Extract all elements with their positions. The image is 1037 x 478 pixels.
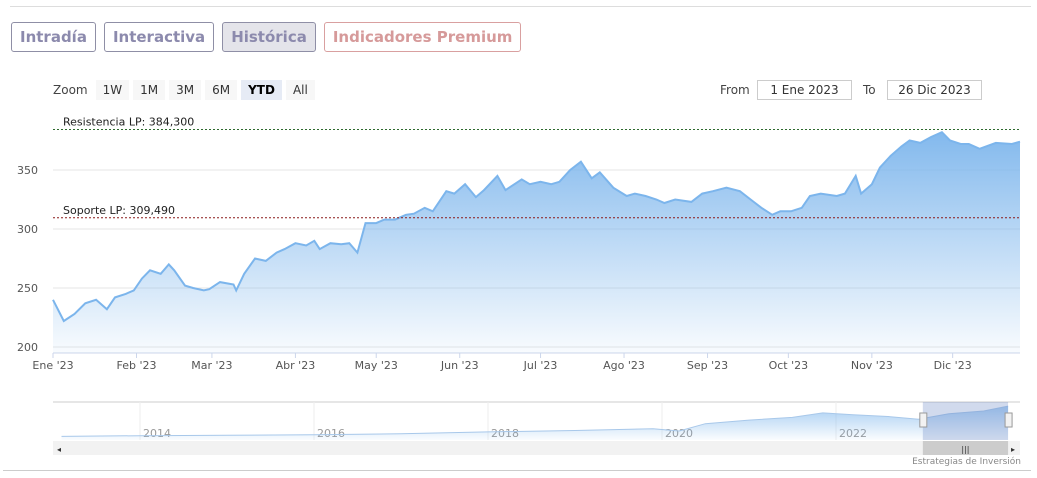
tab-interactiva[interactable]: Interactiva [103, 22, 215, 52]
tab-intradia[interactable]: Intradía [11, 22, 96, 52]
top-divider [10, 6, 1031, 7]
from-label: From [720, 83, 750, 97]
zoom-selector: Zoom 1W 1M 3M 6M YTD All [53, 80, 315, 100]
x-tick-label: Oct '23 [769, 359, 809, 372]
zoom-6m-button[interactable]: 6M [205, 80, 238, 100]
scrollbar-track[interactable] [53, 441, 1020, 455]
zoom-1w-button[interactable]: 1W [95, 80, 130, 100]
view-tabs: Intradía Interactiva Histórica Indicador… [11, 22, 522, 52]
tab-historica[interactable]: Histórica [222, 22, 316, 52]
x-tick-label: Sep '23 [687, 359, 728, 372]
navigator-selection [922, 402, 1009, 440]
resistance-label: Resistencia LP: 384,300 [63, 116, 194, 129]
from-date-input[interactable]: 1 Ene 2023 [757, 80, 852, 100]
navigator-line [61, 405, 1009, 437]
x-tick-label: Dic '23 [934, 359, 972, 372]
x-tick-label: Ago '23 [603, 359, 645, 372]
x-tick-label: Nov '23 [851, 359, 893, 372]
y-tick-label: 250 [17, 282, 38, 295]
navigator-handle[interactable] [1004, 412, 1013, 428]
x-tick-label: Jun '23 [440, 359, 479, 372]
zoom-ytd-button[interactable]: YTD [241, 80, 282, 100]
scroll-left-arrow-icon[interactable]: ◂ [57, 445, 61, 454]
scroll-right-arrow-icon[interactable]: ▸ [1011, 445, 1015, 454]
x-tick-label: Mar '23 [191, 359, 232, 372]
zoom-label: Zoom [53, 83, 88, 97]
x-tick-label: Ene '23 [32, 359, 73, 372]
y-tick-label: 350 [17, 164, 38, 177]
zoom-3m-button[interactable]: 3M [169, 80, 202, 100]
zoom-all-button[interactable]: All [285, 80, 315, 100]
tab-indicadores-premium[interactable]: Indicadores Premium [323, 22, 522, 52]
bottom-divider [3, 470, 1031, 471]
x-tick-label: Feb '23 [117, 359, 157, 372]
x-tick-label: Abr '23 [276, 359, 316, 372]
to-date-input[interactable]: 26 Dic 2023 [887, 80, 982, 100]
to-label: To [863, 83, 876, 97]
zoom-1m-button[interactable]: 1M [133, 80, 166, 100]
x-tick-label: Jul '23 [523, 359, 558, 372]
support-label: Soporte LP: 309,490 [63, 204, 175, 217]
navigator-handle[interactable] [919, 412, 928, 428]
chart-credit: Estrategias de Inversión [912, 457, 1021, 467]
x-tick-label: May '23 [355, 359, 398, 372]
price-line [52, 131, 1021, 323]
y-tick-label: 300 [17, 223, 38, 236]
scrollbar-grip-icon: ||| [961, 445, 969, 454]
navigator-area [61, 406, 1009, 440]
y-tick-label: 200 [17, 341, 38, 354]
price-area [53, 132, 1020, 353]
scrollbar-thumb[interactable] [922, 441, 1009, 455]
